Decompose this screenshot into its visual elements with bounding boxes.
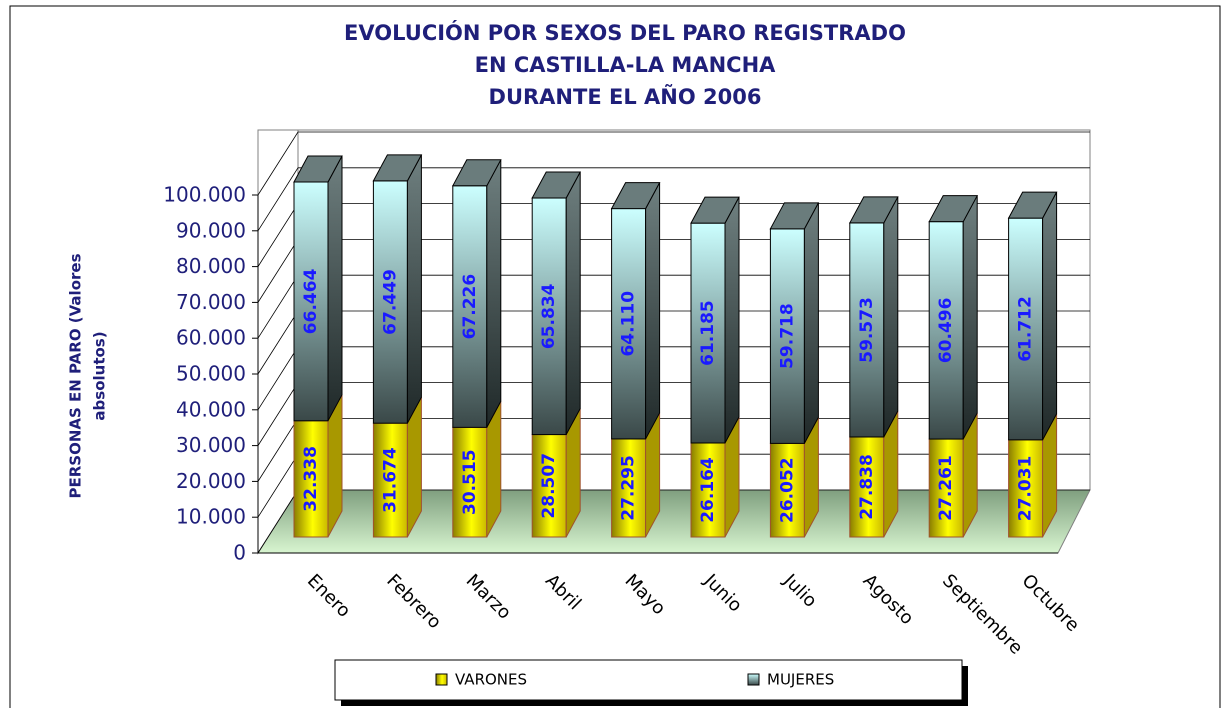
chart-title: EN CASTILLA-LA MANCHA xyxy=(475,53,777,77)
data-label: 27.838 xyxy=(857,454,877,520)
y-tick-label: 100.000 xyxy=(163,183,246,207)
chart-title: EVOLUCIÓN POR SEXOS DEL PARO REGISTRADO xyxy=(344,20,906,45)
legend-swatch xyxy=(747,673,760,686)
bar-segment xyxy=(611,438,647,538)
bar-segment xyxy=(611,208,647,440)
bar-segment xyxy=(928,221,964,440)
data-label: 61.185 xyxy=(698,300,718,366)
bar-segment xyxy=(293,181,329,422)
y-tick-label: 90.000 xyxy=(176,218,246,242)
y-tick-label: 70.000 xyxy=(176,290,246,314)
data-label: 67.449 xyxy=(380,269,400,335)
bar-segment xyxy=(1008,217,1044,441)
data-label: 27.261 xyxy=(936,455,956,521)
bar-side xyxy=(327,155,343,422)
bar-top xyxy=(531,171,582,199)
y-tick-label: 20.000 xyxy=(176,469,246,493)
bar-segment xyxy=(372,180,408,424)
y-tick-label: 50.000 xyxy=(176,362,246,386)
bar-top xyxy=(610,182,661,210)
chart-title: DURANTE EL AÑO 2006 xyxy=(489,84,762,109)
data-label: 64.110 xyxy=(619,291,639,357)
bar-side xyxy=(962,195,978,440)
data-label: 32.338 xyxy=(301,446,321,512)
y-tick-label: 0 xyxy=(233,541,246,565)
data-label: 65.834 xyxy=(539,283,559,349)
data-label: 60.496 xyxy=(936,298,956,364)
bar-top xyxy=(928,195,979,223)
legend-label: VARONES xyxy=(455,671,527,689)
data-label: 26.052 xyxy=(777,457,797,523)
bar-segment xyxy=(769,442,805,538)
bar-segment xyxy=(690,222,726,444)
bar-side xyxy=(486,159,502,428)
y-axis-label: PERSONAS EN PARO (Valores xyxy=(67,253,85,498)
data-label: 67.226 xyxy=(460,274,480,340)
legend-label: MUJERES xyxy=(767,671,834,689)
data-label: 59.573 xyxy=(857,297,877,363)
data-label: 59.718 xyxy=(777,303,797,369)
bar-top xyxy=(769,202,820,230)
bar-segment xyxy=(531,197,567,436)
bar-top xyxy=(848,196,899,224)
data-label: 31.674 xyxy=(380,447,400,513)
side-wall xyxy=(257,129,299,555)
data-label: 30.515 xyxy=(460,449,480,515)
y-tick-label: 10.000 xyxy=(176,505,246,529)
data-label: 61.712 xyxy=(1016,296,1036,362)
bar-side xyxy=(724,196,740,444)
data-label: 28.507 xyxy=(539,453,559,519)
y-tick-label: 40.000 xyxy=(176,397,246,421)
data-label: 27.031 xyxy=(1016,456,1036,522)
bar-top xyxy=(690,196,740,224)
data-label: 66.464 xyxy=(301,268,321,334)
bar-side xyxy=(883,196,899,438)
grid-line xyxy=(257,131,1090,196)
plot-area xyxy=(252,129,1091,555)
bar-segment xyxy=(293,420,329,538)
bar-segment xyxy=(452,185,488,428)
bar-side xyxy=(645,182,661,440)
bar-side xyxy=(406,154,422,424)
y-tick-label: 30.000 xyxy=(176,433,246,457)
bar-segment xyxy=(690,442,726,538)
bar-top xyxy=(1007,191,1058,219)
bar-segment xyxy=(372,422,408,538)
bar-side xyxy=(1042,191,1058,441)
bar-top xyxy=(451,159,502,187)
bar-segment xyxy=(769,228,805,444)
grid-line xyxy=(257,167,1090,232)
y-axis-label: absolutos) xyxy=(91,331,109,420)
y-tick-label: 80.000 xyxy=(176,254,246,278)
legend xyxy=(334,659,963,701)
bar-segment xyxy=(531,434,567,538)
bar-top xyxy=(372,154,423,182)
bar-segment xyxy=(928,438,964,538)
bar-side xyxy=(803,202,819,444)
bar-side xyxy=(565,171,581,435)
data-label: 26.164 xyxy=(698,457,718,523)
data-label: 27.295 xyxy=(619,455,639,521)
bar-top xyxy=(293,155,343,183)
legend-swatch xyxy=(435,673,448,686)
bar-segment xyxy=(849,436,885,538)
y-tick-label: 60.000 xyxy=(176,326,246,350)
